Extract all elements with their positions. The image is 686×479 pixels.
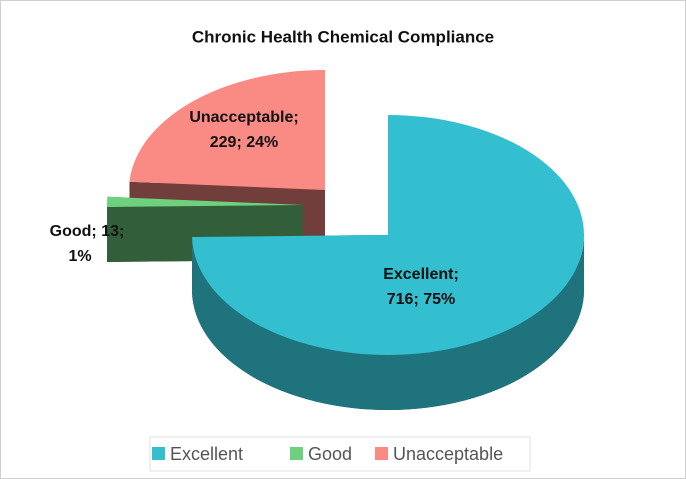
data-label: 1% bbox=[68, 248, 91, 265]
data-label: Unacceptable; bbox=[189, 109, 298, 126]
chart-title: Chronic Health Chemical Compliance bbox=[192, 27, 494, 46]
data-label: Good; 13; bbox=[50, 223, 125, 240]
legend-swatch bbox=[152, 447, 165, 460]
legend-label: Good bbox=[308, 444, 352, 464]
data-label: 716; 75% bbox=[387, 291, 456, 308]
pie-slice bbox=[129, 70, 325, 190]
legend-label: Unacceptable bbox=[393, 444, 503, 464]
legend-swatch bbox=[375, 447, 388, 460]
legend-label: Excellent bbox=[170, 444, 243, 464]
data-label: 229; 24% bbox=[210, 134, 279, 151]
legend-swatch bbox=[290, 447, 303, 460]
legend-box bbox=[149, 436, 531, 472]
slice-side bbox=[192, 235, 584, 410]
pie-slice bbox=[192, 115, 584, 355]
pie-slice bbox=[107, 196, 303, 207]
data-label: Excellent; bbox=[383, 266, 459, 283]
